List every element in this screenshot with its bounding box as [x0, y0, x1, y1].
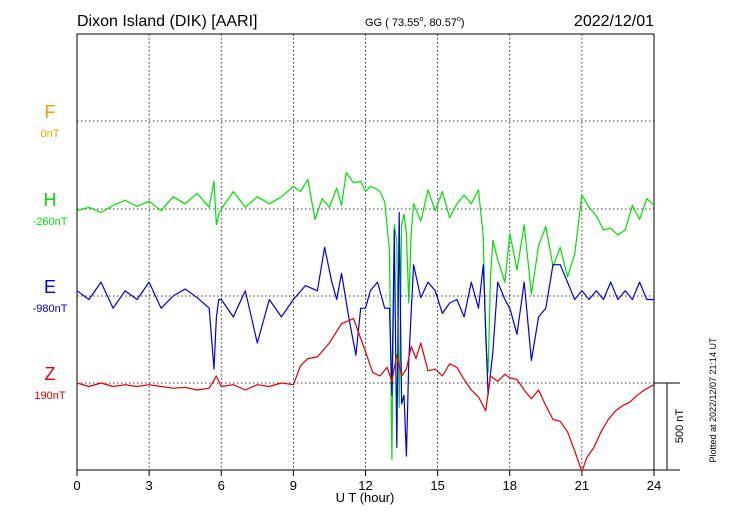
series-name-z: Z — [45, 364, 56, 384]
coordinates-close: ) — [461, 17, 465, 29]
x-axis-ticks: 0 3 6 9 12 15 18 21 24 — [73, 470, 661, 493]
series-name-e: E — [44, 277, 56, 297]
grid — [77, 34, 654, 470]
x-tick-label: 12 — [358, 478, 372, 493]
series-lines — [76, 171, 655, 473]
coordinates-lat: GG ( 73.55 — [365, 17, 419, 29]
chart-title: Dixon Island (DIK) [AARI] — [77, 13, 258, 30]
chart-date: 2022/12/01 — [574, 13, 654, 30]
x-tick-label: 24 — [647, 478, 661, 493]
degree-sign: o — [457, 16, 461, 23]
x-tick-label: 0 — [73, 478, 80, 493]
series-line-e — [76, 211, 654, 457]
x-axis-label: U T (hour) — [336, 490, 395, 505]
series-labels: F 0nT H -260nT E -980nT Z 190nT — [33, 102, 68, 402]
coordinates-label: GG ( 73.55o, 80.57o) — [365, 16, 465, 29]
series-name-f: F — [45, 102, 56, 122]
series-line-h — [76, 171, 655, 461]
series-offset-h: -260nT — [33, 216, 68, 228]
degree-sign: o — [419, 16, 423, 23]
scale-bar-label: 500 nT — [674, 409, 686, 444]
x-tick-label: 15 — [430, 478, 444, 493]
series-offset-f: 0nT — [41, 128, 60, 140]
coordinates-lon: , 80.57 — [423, 17, 457, 29]
x-tick-label: 3 — [146, 478, 153, 493]
plotted-note: Plotted at 2022/12/07 21:14 UT — [708, 337, 718, 463]
series-offset-e: -980nT — [33, 303, 68, 315]
x-tick-label: 18 — [503, 478, 517, 493]
series-offset-z: 190nT — [34, 390, 65, 402]
x-tick-label: 6 — [218, 478, 225, 493]
scale-bar: 500 nT — [654, 382, 686, 471]
x-tick-label: 21 — [575, 478, 589, 493]
x-tick-label: 9 — [290, 478, 297, 493]
series-name-h: H — [44, 190, 57, 210]
series-line-z — [76, 318, 655, 473]
